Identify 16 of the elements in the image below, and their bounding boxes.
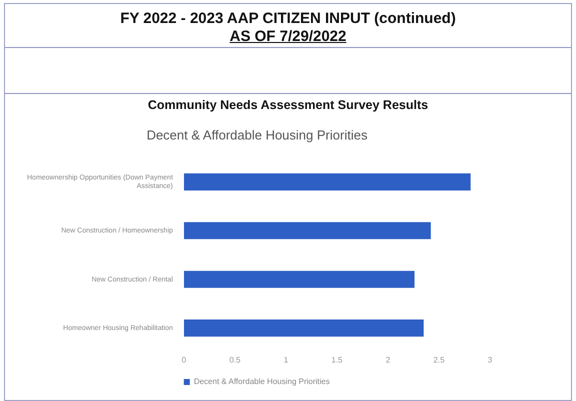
bar — [184, 173, 471, 190]
legend-label: Decent & Affordable Housing Priorities — [194, 377, 330, 386]
x-tick-label: 3 — [488, 355, 493, 364]
text: Community Needs Assessment Survey Results — [146, 98, 430, 112]
bar — [184, 320, 424, 337]
bar — [184, 222, 431, 240]
text: FY 2022 - 2023 AAP CITIZEN INPUT (continued) — [119, 10, 457, 27]
chart-title: Decent & Affordable Housing Priorities — [146, 127, 368, 142]
x-tick-label: 1.5 — [331, 355, 344, 364]
x-tick-label: 0 — [182, 355, 187, 364]
bar — [184, 270, 414, 288]
x-tick-label: 2 — [386, 355, 391, 364]
x-tick-label: 1 — [284, 355, 289, 364]
x-tick-label: 2.5 — [433, 355, 446, 364]
text: AS OF 7/29/2022 — [230, 28, 346, 45]
x-tick-label: 0.5 — [229, 355, 242, 364]
